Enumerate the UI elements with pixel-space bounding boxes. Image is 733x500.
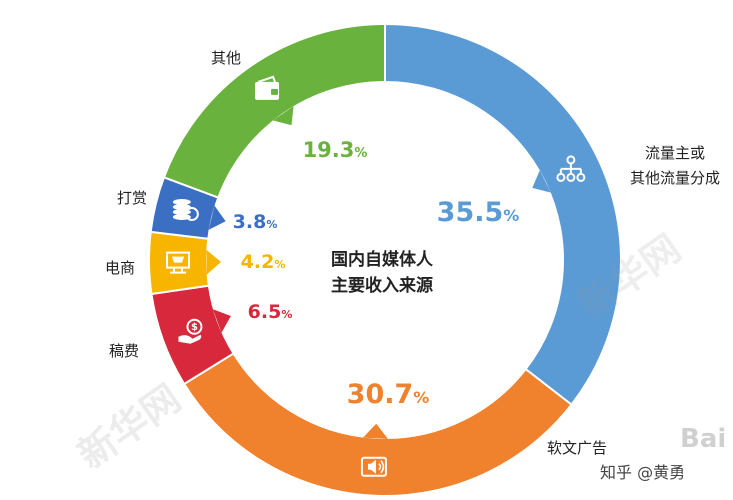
wallet-icon xyxy=(255,75,280,100)
category-label-1: 软文广告 xyxy=(547,439,607,457)
xinhua-watermark: 新华网 xyxy=(70,376,189,477)
slice-pointer-1 xyxy=(362,423,388,439)
slice-labels: 35.5% 流量主或其他流量分成 30.7% 软文广告 6.5% 稿费 4.2% 电商 3.8%… xyxy=(105,49,720,457)
data-label-1: 30.7% xyxy=(347,379,430,410)
zhihu-watermark: 知乎 @黄勇 xyxy=(600,463,685,482)
slice-0 xyxy=(384,22,622,407)
speaker-icon xyxy=(360,456,387,477)
data-label-0: 35.5% xyxy=(437,197,520,228)
data-label-2: 6.5% xyxy=(248,301,293,323)
slice-pointer-3 xyxy=(206,249,222,275)
slice-pointer-2 xyxy=(212,309,231,333)
slice-pointer-4 xyxy=(208,205,226,230)
slice-icons: $ xyxy=(166,75,586,477)
hierarchy-icon xyxy=(556,155,586,182)
category-label-2: 稿费 xyxy=(109,342,139,360)
shopping-cart-icon xyxy=(166,251,191,274)
title-line-0: 国内自媒体人 xyxy=(331,249,434,270)
category-label-5: 其他 xyxy=(211,49,241,67)
coins-icon xyxy=(172,199,199,222)
baidu-watermark: Bai xyxy=(680,424,726,454)
slice-1 xyxy=(182,352,573,498)
svg-text:$: $ xyxy=(191,322,198,333)
data-label-5: 19.3% xyxy=(303,138,368,162)
slice-pointer-0 xyxy=(532,170,551,193)
slice-5 xyxy=(162,22,386,199)
data-label-4: 3.8% xyxy=(233,211,278,233)
donut-ring xyxy=(148,22,622,498)
slice-3 xyxy=(148,230,210,296)
category-label-4: 打赏 xyxy=(117,189,147,207)
title-line-1: 主要收入来源 xyxy=(331,275,433,296)
category-label-0: 流量主或其他流量分成 xyxy=(630,144,720,187)
slice-pointer-5 xyxy=(272,106,294,126)
data-label-3: 4.2% xyxy=(241,251,286,273)
category-label-3: 电商 xyxy=(105,259,135,277)
money-hand-icon: $ xyxy=(178,318,203,344)
